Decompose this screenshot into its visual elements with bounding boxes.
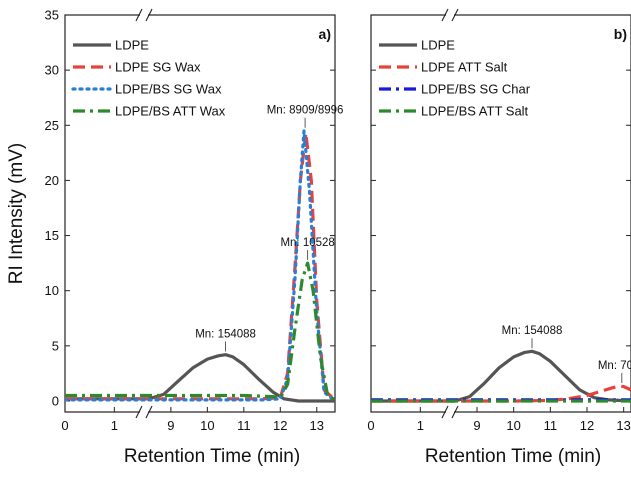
y-tick-label: 15 [45, 228, 59, 243]
legend-label: LDPE/BS SG Wax [115, 82, 222, 97]
x-tick-label: 13 [616, 418, 630, 433]
y-tick-label: 25 [45, 118, 59, 133]
x-tick-label: 11 [544, 418, 558, 433]
annotation-label: Mn: 7093 [598, 360, 631, 372]
legend-label: LDPE/BS ATT Salt [421, 104, 529, 119]
x-tick-label: 13 [310, 418, 324, 433]
y-tick-label: 5 [52, 338, 59, 353]
annotation-label: Mn: 154088 [502, 325, 563, 337]
axis-break-mark [441, 8, 449, 22]
series-line-4 [65, 261, 335, 402]
axis-break-mark [135, 8, 143, 22]
panel-b: 0 1 9 10 11 12 13 Mn: 154088 Mn: 7093 b) LDPE LDPE … [367, 8, 631, 467]
x-tick-label: 9 [473, 418, 480, 433]
x-tick-label: 9 [167, 418, 174, 433]
y-tick-label: 35 [45, 8, 59, 23]
annotation-label: Mn: 8909/8996 [267, 105, 344, 117]
panel-label: b) [614, 26, 627, 42]
x-tick-label: 10 [200, 418, 214, 433]
axis-break-mark [441, 405, 449, 419]
axis-break-mark [451, 8, 459, 22]
legend-label: LDPE SG Wax [115, 60, 201, 75]
axis-break-mark [145, 405, 153, 419]
x-axis-title: Retention Time (min) [425, 446, 601, 467]
x-tick-label: 1 [111, 418, 118, 433]
plot-frame [370, 14, 631, 413]
x-tick-label: 0 [61, 418, 68, 433]
x-axis-title: Retention Time (min) [124, 446, 300, 467]
y-axis-title: RI Intensity (mV) [6, 143, 27, 284]
x-tick-label: 12 [580, 418, 594, 433]
annotation-label: Mn: 154088 [195, 329, 256, 341]
axis-break-mark [145, 8, 153, 22]
x-tick-label: 12 [273, 418, 287, 433]
series-line-3 [65, 129, 335, 403]
series-line-1 [371, 349, 631, 403]
x-tick-label: 11 [237, 418, 251, 433]
x-tick-label: 0 [367, 418, 374, 433]
annotation-label: Mn: 10528 [280, 237, 334, 249]
legend-label: LDPE [421, 38, 455, 53]
legend-label: LDPE/BS SG Char [421, 82, 531, 97]
axis-break-mark [451, 405, 459, 419]
y-tick-label: 30 [45, 63, 59, 78]
axis-break-mark [135, 405, 143, 419]
x-tick-label: 1 [417, 418, 424, 433]
plot-frame [64, 14, 336, 413]
y-tick-label: 0 [52, 393, 59, 408]
y-tick-label: 10 [45, 283, 59, 298]
legend-label: LDPE/BS ATT Wax [115, 104, 226, 119]
legend-label: LDPE ATT Salt [421, 60, 508, 75]
panel-label: a) [319, 26, 331, 42]
y-tick-label: 20 [45, 173, 59, 188]
panel-a: 0 5 10 15 20 25 30 35 0 1 9 10 11 12 13 Mn: 8909/8996 Mn… [6, 8, 343, 468]
legend-label: LDPE [115, 38, 149, 53]
x-tick-label: 10 [506, 418, 520, 433]
